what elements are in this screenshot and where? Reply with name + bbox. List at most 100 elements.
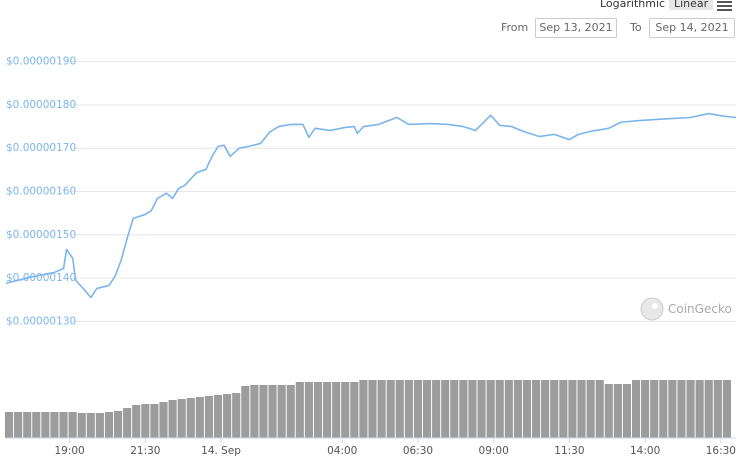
volume-bar — [286, 385, 295, 438]
x-tick-label: 04:00 — [327, 445, 357, 457]
volume-bar — [413, 380, 423, 438]
volume-bar — [541, 380, 550, 438]
volume-bar — [295, 382, 304, 438]
volume-bar — [368, 380, 377, 438]
volume-bar — [123, 408, 132, 438]
volume-bar — [586, 380, 595, 438]
volume-bar — [532, 380, 541, 438]
volume-bar — [495, 380, 504, 438]
volume-bar — [350, 382, 359, 438]
volume-bar — [14, 412, 23, 438]
volume-bar — [204, 396, 214, 438]
y-tick-label: $0.00000160 — [6, 186, 76, 198]
volume-bar — [213, 395, 223, 438]
volume-bar — [677, 380, 686, 438]
volume-bar — [459, 380, 468, 438]
volume-bar — [259, 385, 268, 438]
menu-icon[interactable] — [717, 0, 733, 14]
volume-bar — [432, 380, 441, 438]
volume-bar — [277, 385, 286, 438]
volume-bar — [323, 382, 332, 438]
volume-bar — [722, 380, 731, 438]
volume-bar — [386, 380, 395, 438]
volume-bar — [223, 394, 232, 438]
volume-bar — [4, 412, 14, 438]
from-date-input[interactable]: Sep 13, 2021 — [535, 18, 617, 38]
volume-bar — [704, 380, 713, 438]
volume-bar — [513, 380, 522, 438]
volume-bar — [504, 380, 513, 438]
volume-bar — [622, 384, 632, 438]
x-tick-label: 14. Sep — [201, 445, 241, 457]
volume-bar — [150, 404, 159, 438]
y-tick-label: $0.00000130 — [6, 315, 76, 327]
x-tick-label: 09:00 — [479, 445, 509, 457]
volume-bar — [250, 385, 259, 438]
x-tick-label: 21:30 — [130, 445, 160, 457]
volume-bar — [177, 399, 186, 438]
volume-bar — [50, 412, 59, 438]
volume-bar — [659, 380, 668, 438]
volume-bar — [395, 380, 404, 438]
volume-bar — [450, 380, 459, 438]
volume-bar — [95, 413, 104, 438]
volume-bar — [341, 382, 350, 438]
volume-bar — [114, 411, 123, 438]
volume-bar — [168, 400, 177, 438]
y-tick-label: $0.00000180 — [6, 99, 76, 111]
volume-bar — [159, 402, 168, 438]
from-label: From — [501, 21, 529, 34]
watermark: CoinGecko — [668, 302, 732, 316]
scale-option-selected[interactable]: Linear — [669, 0, 714, 10]
volume-bar — [86, 413, 95, 438]
volume-bar — [595, 380, 604, 438]
price-line — [5, 112, 737, 299]
volume-bar — [232, 393, 241, 438]
volume-bar — [631, 380, 641, 438]
volume-bar — [522, 380, 532, 438]
volume-bar — [477, 380, 486, 438]
to-date-input[interactable]: Sep 14, 2021 — [649, 18, 735, 38]
x-tick-label: 16:30 — [706, 445, 736, 457]
volume-bar — [141, 404, 150, 438]
y-tick-label: $0.00000150 — [6, 229, 76, 241]
x-tick-label: 19:00 — [54, 445, 84, 457]
volume-bar — [468, 380, 477, 438]
volume-bar — [686, 380, 695, 438]
volume-bar — [550, 380, 559, 438]
y-tick-label: $0.00000170 — [6, 142, 76, 154]
volume-bar — [404, 380, 413, 438]
volume-bar — [304, 382, 313, 438]
volume-bar — [41, 412, 50, 438]
volume-bar — [104, 412, 114, 438]
watermark-logo — [640, 297, 664, 321]
x-tick-label: 14:00 — [630, 445, 660, 457]
volume-bar — [59, 412, 68, 438]
volume-bar — [132, 405, 141, 438]
volume-bar — [695, 380, 704, 438]
scale-option[interactable]: Logarithmic — [600, 0, 666, 10]
volume-bar — [604, 384, 613, 438]
volume-bar — [195, 397, 204, 438]
volume-bar — [486, 380, 495, 438]
x-tick-label: 06:30 — [403, 445, 433, 457]
volume-bar — [668, 380, 677, 438]
volume-bar — [32, 412, 41, 438]
y-tick-label: $0.00000190 — [6, 56, 76, 68]
volume-bar — [577, 380, 586, 438]
volume-bar — [377, 380, 386, 438]
volume-bar — [441, 380, 450, 438]
volume-bar — [713, 380, 722, 438]
volume-bar — [568, 380, 577, 438]
volume-bar — [268, 385, 277, 438]
volume-bar — [559, 380, 568, 438]
x-tick-label: 11:30 — [554, 445, 584, 457]
to-label: To — [630, 21, 642, 34]
volume-bar — [186, 398, 195, 438]
volume-bar — [77, 413, 86, 438]
volume-bar — [422, 380, 432, 438]
volume-bar — [641, 380, 650, 438]
